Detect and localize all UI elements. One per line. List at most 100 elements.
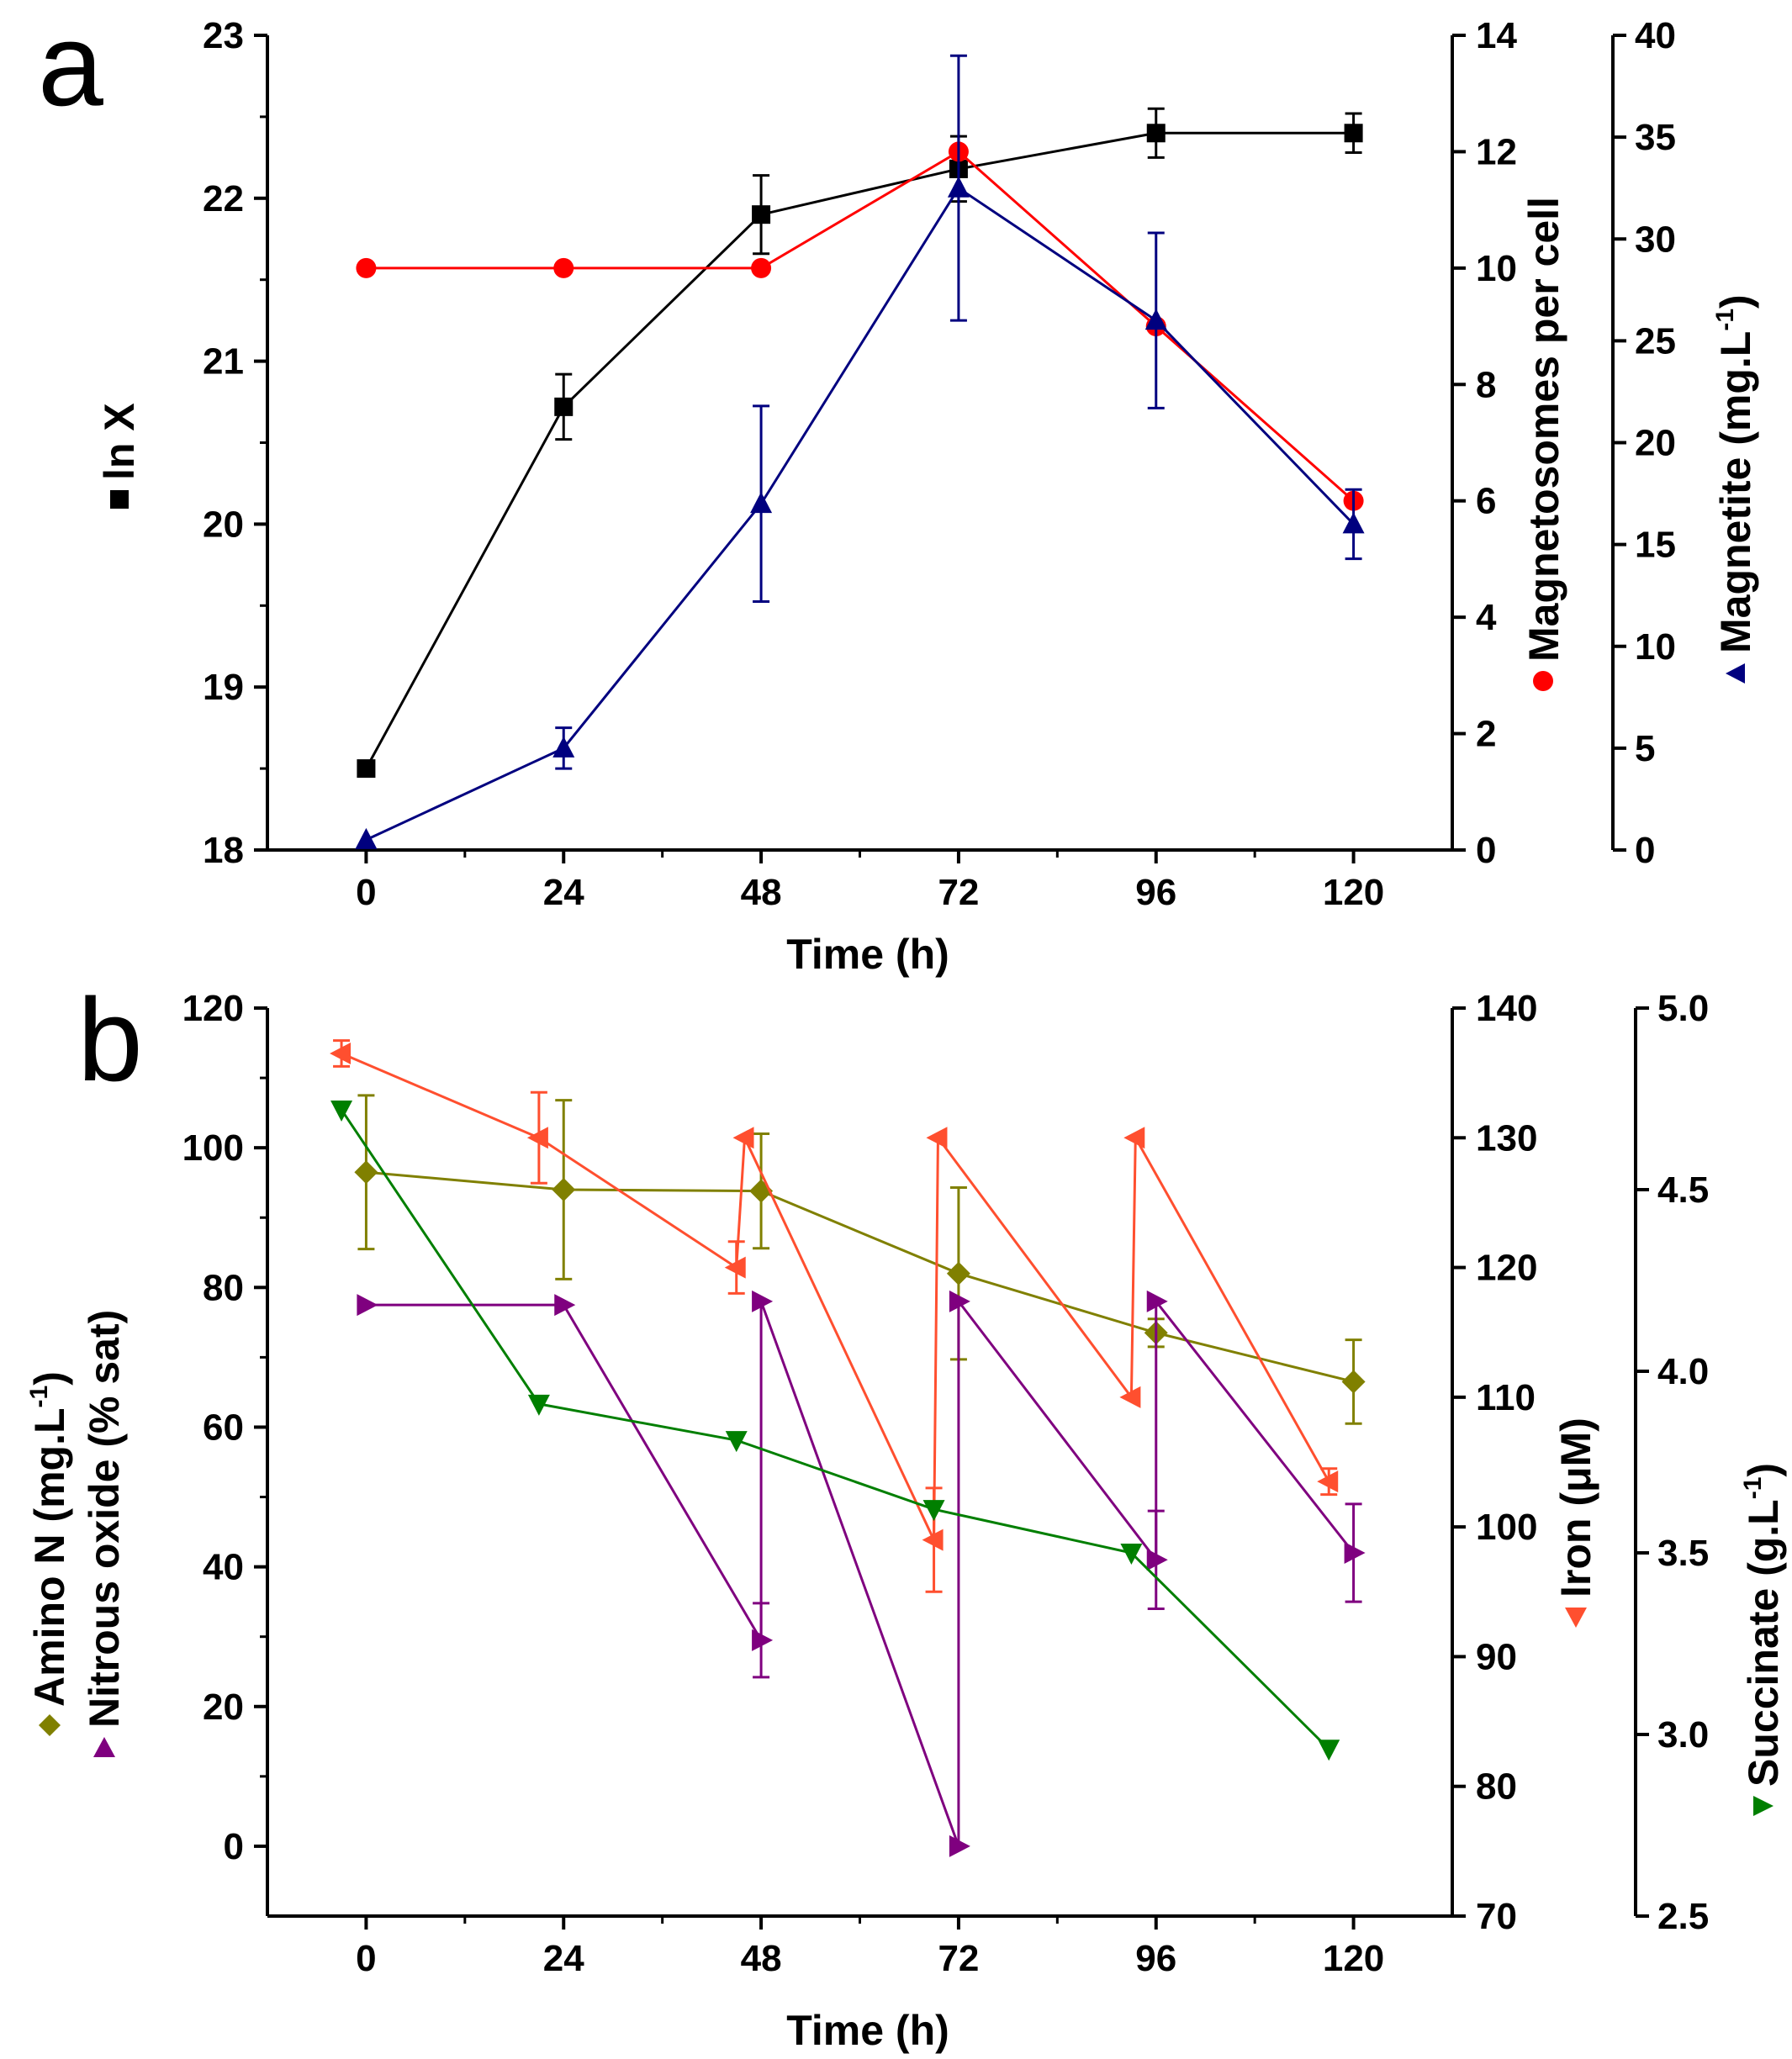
data-point: [752, 1629, 774, 1651]
right2-title-end: ): [1740, 1463, 1787, 1477]
panel-b-left-title: Amino N (mg.L-1): [25, 1371, 73, 1736]
x-tick-label: 120: [1323, 872, 1384, 913]
right2-tick-label: 25: [1635, 320, 1676, 362]
data-point: [526, 1127, 548, 1149]
data-point: [1342, 512, 1365, 534]
data-point: [1144, 309, 1167, 330]
right1-tick-label: 6: [1476, 481, 1496, 522]
left-tick-label: 20: [203, 504, 244, 545]
data-point: [553, 257, 574, 278]
right1-tick-label: 0: [1476, 830, 1496, 871]
data-point: [330, 1100, 353, 1122]
right1-tick-label: 80: [1476, 1766, 1517, 1808]
series-iron: [330, 1039, 1339, 1593]
panel-b-right2-title: Succinate (g.L-1): [1739, 1463, 1787, 1816]
right1-tick-label: 130: [1476, 1117, 1537, 1159]
data-point: [1120, 1544, 1143, 1565]
data-point: [554, 1294, 576, 1317]
left-tick-label: 60: [203, 1407, 244, 1448]
data-point: [752, 1290, 774, 1312]
right1-tick-label: 100: [1476, 1507, 1537, 1548]
right2-tick-label: 15: [1635, 525, 1676, 566]
data-point: [527, 1394, 550, 1416]
right2-tick-label: 2.5: [1657, 1896, 1709, 1937]
data-point: [552, 1178, 576, 1201]
right1-title-main: Iron (: [1552, 1492, 1599, 1597]
panel-a-x-axis: 0 24 48 72 96 120: [356, 850, 1384, 913]
data-point: [554, 397, 574, 416]
data-point: [922, 1500, 945, 1522]
data-point: [922, 1528, 944, 1551]
panel-b-series: [330, 1039, 1366, 1857]
panel-a-right2-title: Magnetite (mg.L-1): [1711, 294, 1759, 684]
series-magnetosomes-per-cell: [356, 141, 1364, 511]
panel-b-x-axis: 0 24 48 72 96 120: [356, 1916, 1384, 1979]
left-title-1-main: Amino N (mg.L: [26, 1407, 73, 1707]
panel-a-label: a: [38, 0, 103, 130]
x-tick-label: 72: [938, 1938, 979, 1979]
x-tick-label: 48: [741, 872, 782, 913]
x-tick-label: 24: [543, 1938, 584, 1979]
panel-a-right2-axis-label: Magnetite (mg.L-1): [1711, 294, 1759, 653]
right1-tick-label: 14: [1476, 15, 1517, 56]
left-tick-label: 100: [182, 1127, 244, 1169]
right2-tick-label: 35: [1635, 117, 1676, 158]
panel-a-left-axis: 18 19 20 21 22 23: [203, 15, 267, 871]
series-succinate: [330, 1100, 1340, 1761]
data-point: [1318, 1740, 1340, 1761]
panel-a-series: [355, 54, 1365, 849]
x-tick-label: 48: [741, 1938, 782, 1979]
left-title-triangle-right-icon: [93, 1737, 115, 1757]
right2-tick-label: 3.5: [1657, 1533, 1709, 1574]
right1-tick-label: 110: [1476, 1377, 1536, 1418]
left-tick-label: 19: [203, 667, 244, 708]
data-point: [552, 736, 575, 758]
right1-tick-label: 70: [1476, 1896, 1517, 1937]
data-point: [1317, 1470, 1339, 1493]
series-line: [366, 150, 1355, 502]
left-title-square-icon: [110, 490, 129, 509]
data-point: [357, 1294, 378, 1317]
panel-a-right2-axis: 0 5 10 15 20 25 30 35 40: [1613, 15, 1676, 871]
left-title-1-end: ): [26, 1371, 73, 1386]
x-tick-label: 96: [1135, 1938, 1176, 1979]
x-tick-label: 0: [356, 872, 376, 913]
panel-b-frame: [266, 1008, 1637, 1918]
panel-a-right1-title: Magnetosomes per cell: [1520, 197, 1567, 691]
left-tick-label: 23: [203, 15, 244, 56]
right2-title-main: Magnetite (mg.L: [1712, 331, 1759, 653]
right1-tick-label: 120: [1476, 1248, 1537, 1289]
left-tick-label: 20: [203, 1687, 244, 1728]
panel-b-right1-title: Iron (μM): [1552, 1418, 1599, 1628]
right1-title-unit: μM: [1552, 1432, 1599, 1492]
right2-tick-label: 4.5: [1657, 1169, 1709, 1211]
left-tick-label: 40: [203, 1547, 244, 1588]
left-title-diamond-icon: [39, 1714, 61, 1736]
series-magnetite: [355, 54, 1365, 849]
panel-b-left-axis-label-1: Amino N (mg.L-1): [25, 1371, 73, 1707]
left-tick-label: 18: [203, 830, 244, 871]
right2-tick-label: 40: [1635, 15, 1676, 56]
data-point: [1344, 124, 1363, 143]
left-tick-label: 21: [203, 341, 244, 383]
data-point: [752, 205, 771, 224]
right1-tick-label: 10: [1476, 248, 1517, 289]
data-point: [1146, 1549, 1168, 1571]
right2-title-main: Succinate (g.L: [1740, 1499, 1787, 1787]
panel-b-right2-axis: 2.5 3.0 3.5 4.0 4.5 5.0: [1636, 988, 1709, 1937]
right1-title-circle-icon: [1533, 671, 1553, 691]
data-point: [356, 257, 377, 278]
data-point: [732, 1127, 754, 1149]
left-tick-label: 0: [224, 1826, 244, 1867]
data-point: [357, 759, 376, 779]
right2-tick-label: 5.0: [1657, 988, 1709, 1029]
series-line: [365, 131, 1354, 769]
data-point: [354, 1160, 378, 1185]
series-line: [365, 186, 1355, 842]
data-point: [926, 1127, 948, 1149]
data-point: [949, 1835, 970, 1857]
right1-tick-label: 140: [1476, 988, 1537, 1029]
